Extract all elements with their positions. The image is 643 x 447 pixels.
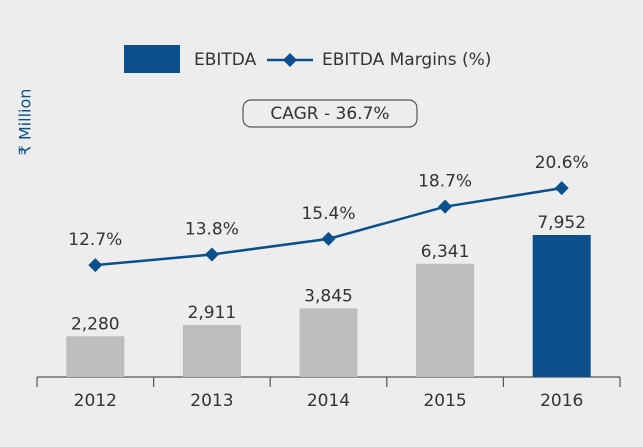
x-tick-label: 2014 bbox=[307, 391, 350, 411]
line-value-label: 18.7% bbox=[418, 172, 472, 192]
bar-value-label: 7,952 bbox=[537, 213, 586, 233]
line-marker bbox=[438, 199, 453, 214]
x-tick-label: 2016 bbox=[540, 391, 583, 411]
bar bbox=[532, 235, 591, 377]
bar-value-label: 2,280 bbox=[71, 314, 120, 334]
line-value-label: 12.7% bbox=[68, 230, 122, 250]
x-tick-label: 2013 bbox=[190, 391, 233, 411]
line-value-label: 15.4% bbox=[301, 204, 355, 224]
bar bbox=[416, 263, 475, 377]
line-marker bbox=[554, 181, 569, 196]
legend-label: EBITDA bbox=[194, 50, 257, 70]
y-axis-label: ₹ Million bbox=[16, 89, 35, 156]
x-tick-label: 2015 bbox=[423, 391, 466, 411]
bar-value-label: 3,845 bbox=[304, 286, 353, 306]
x-tick-label: 2012 bbox=[74, 391, 117, 411]
annotation: CAGR - 36.7% bbox=[270, 104, 389, 124]
line-marker bbox=[204, 247, 219, 262]
bar bbox=[66, 336, 125, 377]
bar-value-label: 2,911 bbox=[188, 303, 237, 323]
legend-swatch bbox=[124, 45, 180, 73]
bar bbox=[299, 308, 358, 377]
legend-label: EBITDA Margins (%) bbox=[322, 50, 491, 70]
annotation-box bbox=[242, 99, 418, 128]
line-marker bbox=[321, 231, 336, 246]
bar-value-label: 6,341 bbox=[421, 242, 470, 262]
legend-marker bbox=[283, 53, 297, 67]
line-value-label: 20.6% bbox=[535, 153, 589, 173]
bar bbox=[182, 325, 241, 377]
line-value-label: 13.8% bbox=[185, 219, 239, 239]
line-marker bbox=[88, 258, 103, 273]
